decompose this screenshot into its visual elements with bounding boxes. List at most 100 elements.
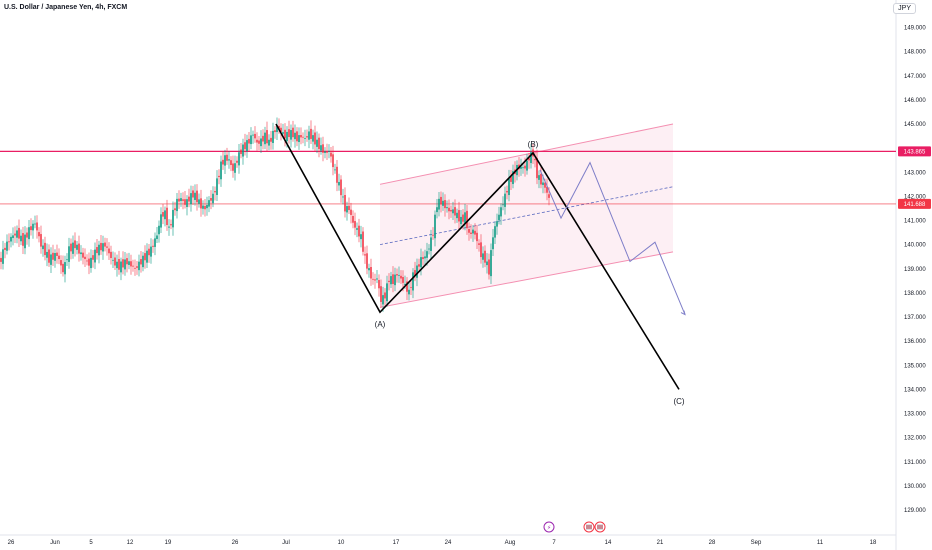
candle-body — [294, 132, 296, 140]
candle-body — [70, 243, 72, 252]
y-tick-label: 148.000 — [904, 50, 926, 56]
candle-body — [86, 260, 88, 262]
candle-body — [352, 216, 354, 223]
candle-body — [344, 194, 346, 212]
candle-body — [438, 198, 440, 210]
candle-body — [138, 261, 140, 271]
candle-body — [68, 246, 70, 262]
candle-body — [524, 165, 526, 169]
candle-body — [402, 277, 404, 283]
candle-body — [98, 244, 100, 256]
candle-body — [372, 278, 374, 280]
candle-body — [376, 278, 378, 280]
candle-body — [378, 280, 380, 289]
candle-body — [474, 230, 476, 235]
candle-body — [8, 241, 10, 243]
candle-body — [332, 154, 334, 168]
candle-body — [278, 125, 280, 130]
candle-body — [490, 250, 492, 277]
flag-shape — [586, 524, 592, 530]
candle-body — [508, 178, 510, 196]
candle-body — [64, 262, 66, 275]
x-tick-label: 11 — [817, 540, 824, 546]
elliott-wave-line — [275, 123, 680, 390]
candle-body — [420, 257, 422, 268]
candle-body — [158, 225, 160, 235]
candle-body — [154, 238, 156, 247]
candle-body — [392, 274, 394, 284]
candle-body — [34, 223, 36, 225]
candle-body — [342, 196, 344, 198]
candle-body — [252, 134, 254, 136]
candle-body — [494, 226, 496, 238]
x-tick-label: 24 — [445, 540, 452, 546]
candle-body — [390, 276, 392, 285]
currency-button[interactable]: JPY — [893, 3, 916, 14]
y-tick-label: 138.000 — [904, 291, 926, 297]
plot-area[interactable]: (A) (B) (C) ⚡ — [0, 0, 897, 550]
candle-body — [66, 259, 68, 261]
candle-body — [192, 190, 194, 198]
x-tick-label: 7 — [552, 540, 556, 546]
candle-body — [370, 267, 372, 279]
candle-body — [418, 264, 420, 267]
candle-body — [538, 175, 540, 180]
candle-body — [78, 243, 80, 254]
candle-body — [42, 245, 44, 250]
candle-body — [258, 140, 260, 144]
candle-body — [238, 152, 240, 166]
candle-body — [126, 258, 128, 265]
candle-body — [14, 233, 16, 236]
candle-body — [482, 253, 484, 260]
candle-body — [458, 210, 460, 222]
candle-body — [360, 234, 362, 240]
candle-body — [384, 292, 386, 299]
candle-body — [148, 248, 150, 256]
x-tick-label: 26 — [8, 540, 15, 546]
price-tag — [898, 146, 931, 157]
y-axis[interactable]: 143.865 141.688 149.000 148.000 147.000 146.0… — [898, 26, 931, 515]
candle-body — [82, 252, 84, 258]
candle-body — [510, 175, 512, 182]
candle-body — [338, 181, 340, 186]
candle-body — [144, 253, 146, 261]
x-tick-label: Aug — [505, 540, 516, 546]
candle-body — [114, 257, 116, 266]
candle-body — [186, 199, 188, 208]
candle-body — [400, 275, 402, 279]
candle-body — [180, 198, 182, 202]
candle-body — [456, 212, 458, 219]
candle-body — [102, 243, 104, 252]
candle-body — [206, 204, 208, 209]
candle-body — [408, 289, 410, 295]
candle-body — [100, 242, 102, 251]
candle-body — [182, 199, 184, 201]
candle-body — [350, 209, 352, 215]
lightning-symbol: ⚡ — [547, 525, 551, 532]
lightning-event-icon[interactable] — [543, 521, 555, 533]
candle-body — [448, 207, 450, 212]
candle-body — [134, 267, 136, 269]
candle-body — [542, 182, 544, 185]
candle-body — [232, 163, 234, 171]
x-tick-label: 18 — [870, 540, 877, 546]
candle-body — [150, 246, 152, 257]
candle-body — [132, 265, 134, 267]
candle-body — [22, 233, 24, 246]
candle-body — [254, 133, 256, 139]
candle-body — [348, 205, 350, 211]
candle-body — [60, 260, 62, 266]
candle-body — [540, 174, 542, 185]
x-tick-label: Jun — [50, 540, 60, 546]
candle-body — [164, 210, 166, 220]
candle-body — [434, 214, 436, 239]
price-tag-label: 141.688 — [904, 202, 926, 208]
y-tick-label: 134.000 — [904, 387, 926, 393]
candle-body — [496, 221, 498, 227]
candle-body — [50, 254, 52, 265]
y-tick-label: 135.000 — [904, 363, 926, 369]
candle-body — [498, 214, 500, 221]
candle-body — [316, 139, 318, 147]
x-tick-label: 26 — [232, 540, 239, 546]
